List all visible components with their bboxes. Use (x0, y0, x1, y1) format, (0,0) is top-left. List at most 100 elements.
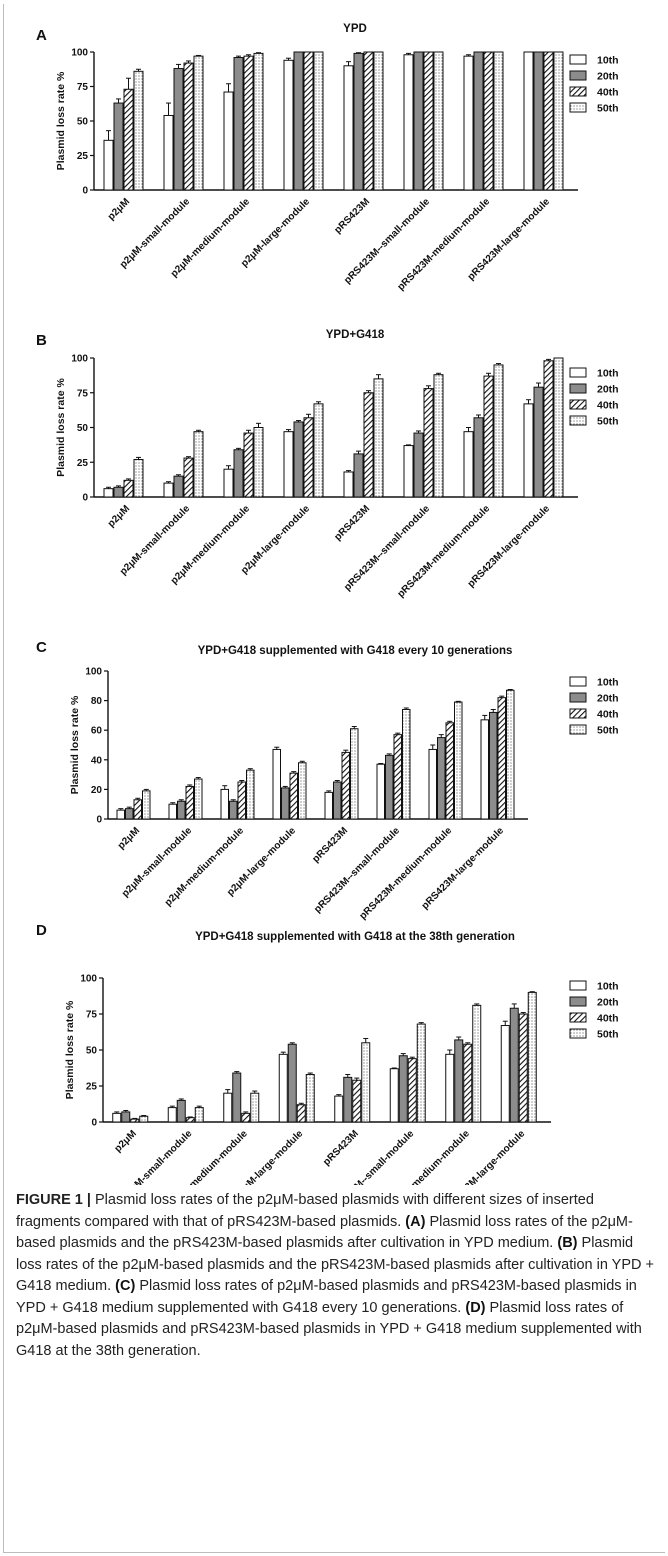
bar-40th (497, 697, 506, 820)
legend-swatch (569, 1012, 587, 1023)
bar-50th (305, 1073, 315, 1123)
y-tick-label: 60 (91, 726, 103, 737)
bar-10th (220, 788, 229, 820)
figure-frame (3, 4, 665, 1553)
bar-40th (237, 781, 246, 820)
x-tick-label: pRS423M (333, 503, 373, 543)
bar-10th (283, 431, 294, 498)
y-axis-label: Plasmid loss rate % (55, 71, 67, 170)
bar-50th (553, 357, 564, 498)
bar-20th (533, 386, 544, 498)
y-tick-label: 25 (77, 458, 89, 469)
bar-50th (361, 1042, 371, 1123)
legend-label: 10th (597, 55, 619, 67)
bar-10th (112, 1112, 122, 1123)
bar-50th (373, 51, 384, 191)
bar-10th (324, 791, 333, 820)
bar-10th (389, 1068, 399, 1123)
legend-label: 40th (597, 400, 619, 412)
legend-label: 50th (597, 1029, 619, 1041)
bar-20th (413, 51, 424, 191)
legend-label: 20th (597, 384, 619, 396)
caption-part-b-text: Plasmid loss rates of the p2μM-based pla… (16, 1235, 654, 1294)
panel-letter: D (36, 922, 47, 939)
chart-panel-d: D YPD+G418 supplemented with G418 at the … (36, 922, 619, 1185)
bar-40th (407, 1058, 417, 1123)
y-tick-label: 0 (91, 1118, 97, 1129)
x-tick-label: pRS423M (333, 196, 373, 236)
bar-10th (278, 1053, 288, 1123)
bar-10th (480, 719, 489, 820)
caption-part-a-text: Plasmid loss rates of the p2μM-based pla… (16, 1213, 633, 1252)
bar-20th (177, 800, 186, 820)
bar-50th (133, 458, 144, 498)
bar-40th (483, 51, 494, 191)
y-tick-label: 100 (80, 974, 97, 985)
bar-20th (113, 486, 124, 498)
bar-40th (289, 772, 298, 820)
chart-title: YPD+G418 (326, 329, 385, 341)
bar-40th (241, 1112, 251, 1123)
caption-part-d-text: Plasmid loss rates of p2μM-based plasmid… (16, 1299, 642, 1359)
bar-50th (250, 1092, 260, 1123)
caption-part-d-tag: (D) (465, 1299, 486, 1316)
panel-letter: A (36, 27, 47, 44)
x-tick-label: p2μM (106, 196, 132, 222)
bar-20th (343, 1076, 353, 1123)
figure-charts: A YPD Plasmid loss rate % 0 25 50 75 100 p2μM p2μ… (36, 23, 619, 1185)
bar-50th (493, 51, 504, 191)
bar-50th (194, 778, 203, 820)
bar-50th (416, 1023, 426, 1123)
bar-40th (445, 722, 454, 820)
y-tick-label: 75 (77, 388, 89, 399)
legend-swatch (569, 724, 587, 735)
bar-10th (168, 803, 177, 820)
legend-label: 10th (597, 677, 619, 689)
bar-40th (363, 392, 374, 498)
bar-50th (313, 403, 324, 498)
bar-20th (333, 781, 342, 820)
bar-40th (303, 51, 314, 191)
bar-50th (313, 51, 324, 191)
bar-40th (341, 751, 350, 820)
bar-20th (473, 51, 484, 191)
legend-swatch (569, 102, 587, 113)
bar-10th (103, 488, 114, 498)
legend-swatch (569, 676, 587, 687)
chart-title: YPD+G418 supplemented with G418 every 10… (198, 645, 513, 657)
x-tick-label: pRS423M-large-module (441, 1128, 528, 1185)
legend-swatch (569, 54, 587, 65)
chart-title: YPD (343, 23, 367, 35)
bar-40th (185, 1117, 195, 1123)
legend-swatch (569, 1028, 587, 1039)
legend-label: 20th (597, 997, 619, 1009)
bar-10th (116, 809, 125, 820)
y-tick-label: 25 (77, 151, 89, 162)
bar-40th (133, 799, 142, 820)
bar-20th (473, 417, 484, 498)
bar-50th (246, 769, 255, 820)
bar-10th (403, 445, 414, 498)
bar-10th (103, 139, 114, 191)
bar-40th (423, 388, 434, 498)
legend-label: 50th (597, 725, 619, 737)
bar-50th (373, 378, 384, 498)
legend-swatch (569, 70, 587, 81)
y-tick-label: 40 (91, 755, 103, 766)
legend-label: 10th (597, 981, 619, 993)
bar-10th (376, 763, 385, 820)
bar-10th (283, 59, 294, 191)
y-tick-label: 0 (82, 493, 88, 504)
bar-20th (293, 51, 304, 191)
bar-20th (353, 453, 364, 498)
panel-letter: C (36, 639, 47, 656)
bar-10th (500, 1025, 510, 1123)
bar-40th (543, 51, 554, 191)
legend-swatch (569, 996, 587, 1007)
legend-label: 40th (597, 87, 619, 99)
bar-40th (296, 1104, 306, 1123)
legend-swatch (569, 399, 587, 410)
y-tick-label: 50 (86, 1046, 98, 1057)
y-tick-label: 50 (77, 423, 89, 434)
bar-50th (506, 689, 515, 820)
